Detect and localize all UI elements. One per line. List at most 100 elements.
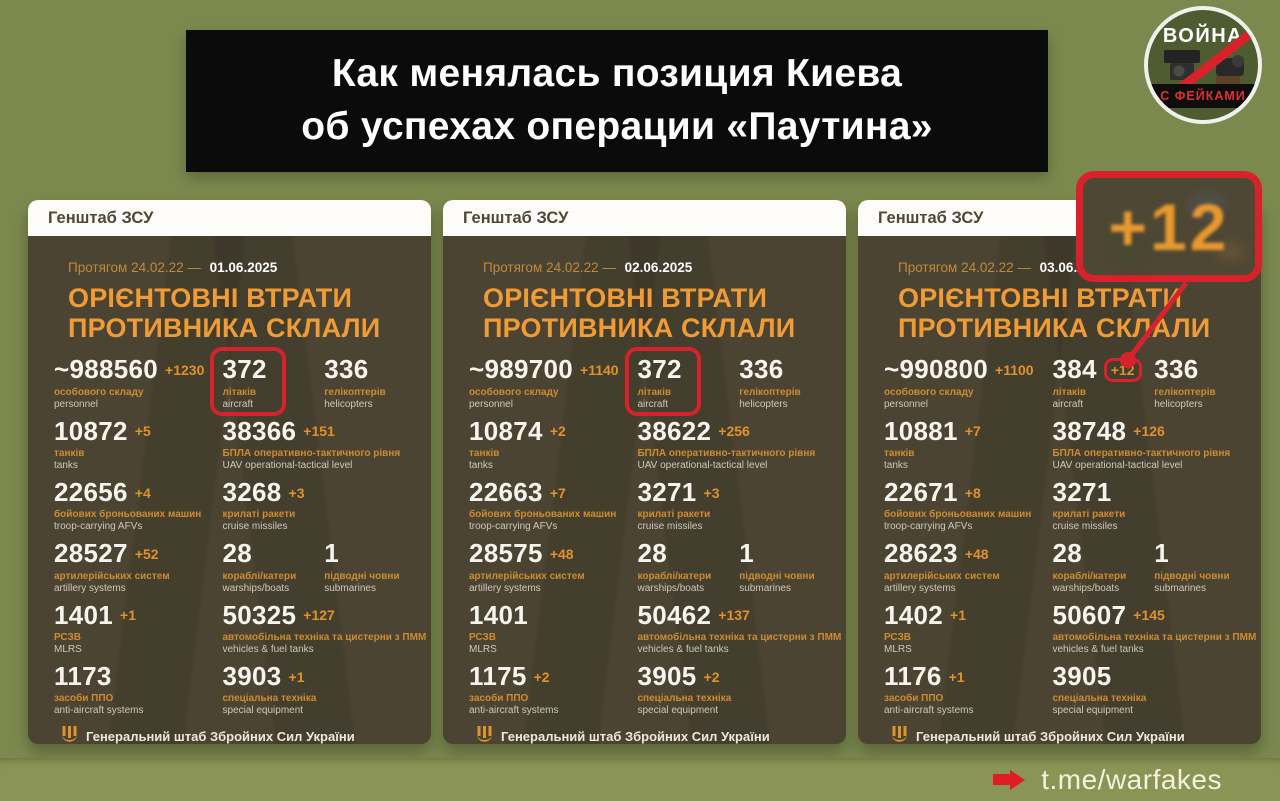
stat-value: 1176 — [884, 660, 942, 691]
stat-delta: +2 — [549, 423, 566, 440]
stat-value: 372 — [222, 354, 267, 385]
stat-delta: +3 — [288, 484, 305, 501]
stat-label-en: tanks — [469, 459, 493, 471]
stat-label-en: UAV operational-tactical level — [637, 459, 768, 471]
stat-value: 3905 — [637, 660, 697, 691]
stat-vehicles: 50462 +137 автомобільна техніка та цистерн… — [637, 599, 841, 655]
stat-uav: 38366 +151 БПЛА оперативно-тактичного рівн… — [222, 415, 405, 471]
stat-label-ua: автомобільна техніка та цистерни з ПММ — [1052, 631, 1257, 643]
stat-label-en: cruise missiles — [222, 521, 288, 533]
stats-grid: ~988560 +1230 особового складу personnel 372… — [54, 347, 427, 717]
report-period: Протягом 24.02.22 — 02.06.2025 — [483, 260, 820, 275]
stat-warships: 28 кораблі/катери warships/boats — [1052, 539, 1154, 594]
stat-value: 10872 — [54, 415, 128, 446]
stat-value: ~989700 — [469, 354, 574, 385]
card-title-line-2: ПРОТИВНИКА СКЛАЛИ — [68, 312, 381, 343]
stat-label-ua: літаків — [637, 386, 671, 398]
stat-label-en: vehicles & fuel tanks — [222, 643, 314, 655]
stat-value: 38366 — [222, 415, 297, 446]
stat-delta: +2 — [703, 668, 720, 685]
stat-label-ua: засоби ППО — [884, 693, 944, 705]
stat-submarines: 1 підводні човни submarines — [1154, 538, 1235, 593]
stat-artillery: 28623 +48 артилерійських систем artillery s… — [884, 539, 1052, 593]
war-on-fakes-logo: ВОЙНА С ФЕЙКАМИ — [1144, 6, 1262, 124]
stat-label-ua: артилерійських систем — [469, 570, 585, 582]
stat-value: 22663 — [469, 476, 543, 507]
stat-value: 28575 — [469, 538, 543, 569]
stat-value: 1 — [1154, 538, 1170, 569]
stat-value: 1173 — [54, 660, 112, 691]
stat-label-en: MLRS — [469, 643, 497, 655]
card-header: Генштаб ЗСУ — [443, 200, 846, 236]
stat-tanks: 10872 +5 танків tanks — [54, 415, 222, 471]
stat-delta: +5 — [134, 423, 151, 440]
stat-label-ua: бойових броньованих машин — [54, 509, 202, 521]
card-title: ОРІЄНТОВНІ ВТРАТИ ПРОТИВНИКА СКЛАЛИ — [68, 283, 405, 343]
stat-value: 1401 — [54, 599, 114, 630]
stat-afv: 22671 +8 бойових броньованих машин troop-ca… — [884, 478, 1052, 532]
stat-personnel: ~990800 +1100 особового складу personnel — [884, 354, 1052, 410]
stat-delta: +3 — [703, 484, 720, 501]
stat-label-en: tanks — [54, 459, 78, 471]
stat-vehicles: 50607 +145 автомобільна техніка та цистерн… — [1052, 599, 1257, 655]
stat-label-ua: кораблі/катери — [637, 570, 712, 582]
stat-aircraft: 372 літаків aircraft — [625, 347, 702, 417]
stat-value: 28 — [637, 538, 667, 569]
stat-value: 50607 — [1052, 599, 1127, 630]
stat-value: 10881 — [884, 415, 958, 446]
stat-label-en: warships/boats — [222, 582, 290, 594]
stat-artillery: 28575 +48 артилерійських систем artillery s… — [469, 538, 637, 593]
stat-value: 1402 — [884, 599, 944, 630]
stat-label-ua: гелікоптерів — [324, 386, 386, 398]
stat-value: 3903 — [222, 660, 282, 691]
stat-special-equipment: 3905 +2 спеціальна техніка special equipmen… — [637, 660, 820, 716]
stat-label-en: personnel — [884, 398, 928, 410]
stat-value: 336 — [324, 354, 369, 385]
stat-label-en: MLRS — [884, 643, 912, 655]
stat-label-en: special equipment — [1052, 705, 1134, 717]
stat-afv: 22663 +7 бойових броньованих машин troop-ca… — [469, 476, 637, 532]
card-title-line-2: ПРОТИВНИКА СКЛАЛИ — [898, 312, 1211, 343]
stat-mlrs: 1401 РСЗВ MLRS — [469, 601, 637, 655]
card-footer: Генеральний штаб Збройних Сил України — [54, 716, 405, 744]
stat-label-ua: автомобільна техніка та цистерни з ПММ — [222, 631, 427, 643]
stat-label-ua: підводні човни — [739, 570, 815, 582]
logo-bottom-text: С ФЕЙКАМИ — [1160, 89, 1246, 103]
period-prefix: Протягом 24.02.22 — — [68, 260, 201, 275]
report-date: 01.06.2025 — [209, 260, 278, 275]
stat-submarines: 1 підводні човни submarines — [739, 539, 820, 593]
stat-value: 38748 — [1052, 415, 1127, 446]
stats-grid: ~990800 +1100 особового складу personnel 384… — [884, 354, 1257, 717]
stat-delta: +127 — [303, 607, 335, 624]
card-title: ОРІЄНТОВНІ ВТРАТИ ПРОТИВНИКА СКЛАЛИ — [483, 283, 820, 343]
card-title-line-1: ОРІЄНТОВНІ ВТРАТИ — [898, 283, 1183, 313]
card-title-line-1: ОРІЄНТОВНІ ВТРАТИ — [483, 283, 768, 313]
stat-value: 50462 — [637, 599, 712, 630]
report-period: Протягом 24.02.22 — 01.06.2025 — [68, 260, 405, 275]
stat-value: 10874 — [469, 415, 543, 446]
stat-value: 1175 — [469, 660, 527, 691]
stat-label-en: special equipment — [222, 705, 304, 717]
stat-value: 50325 — [222, 599, 297, 630]
stat-label-ua: підводні човни — [1154, 570, 1230, 582]
stat-value: 384 — [1052, 354, 1097, 385]
stat-value: 3271 — [1052, 476, 1112, 507]
stat-label-en: artillery systems — [54, 582, 126, 594]
stat-label-en: anti-aircraft systems — [54, 705, 144, 717]
title-line-1: Как менялась позиция Киева — [331, 52, 903, 96]
stat-label-ua: спеціальна техніка — [637, 693, 732, 705]
card-header-title: Генштаб ЗСУ — [463, 208, 569, 227]
report-card-june-2: Генштаб ЗСУ Протягом 24.02.22 — 02.06.20… — [443, 200, 846, 744]
stat-special-equipment: 3903 +1 спеціальна техніка special equipmen… — [222, 660, 405, 717]
trident-icon — [892, 726, 907, 744]
stat-value: 336 — [739, 354, 784, 385]
stat-value: 38622 — [637, 415, 712, 446]
stat-delta: +7 — [549, 484, 566, 501]
stat-label-en: warships/boats — [1052, 582, 1120, 594]
stat-value: ~990800 — [884, 354, 989, 385]
stat-delta: +1 — [288, 668, 305, 685]
stat-mlrs: 1401 +1 РСЗВ MLRS — [54, 599, 222, 655]
stat-value: 3271 — [637, 476, 697, 507]
stat-helicopters: 336 гелікоптерів helicopters — [739, 354, 820, 410]
stat-delta: +48 — [964, 545, 989, 562]
